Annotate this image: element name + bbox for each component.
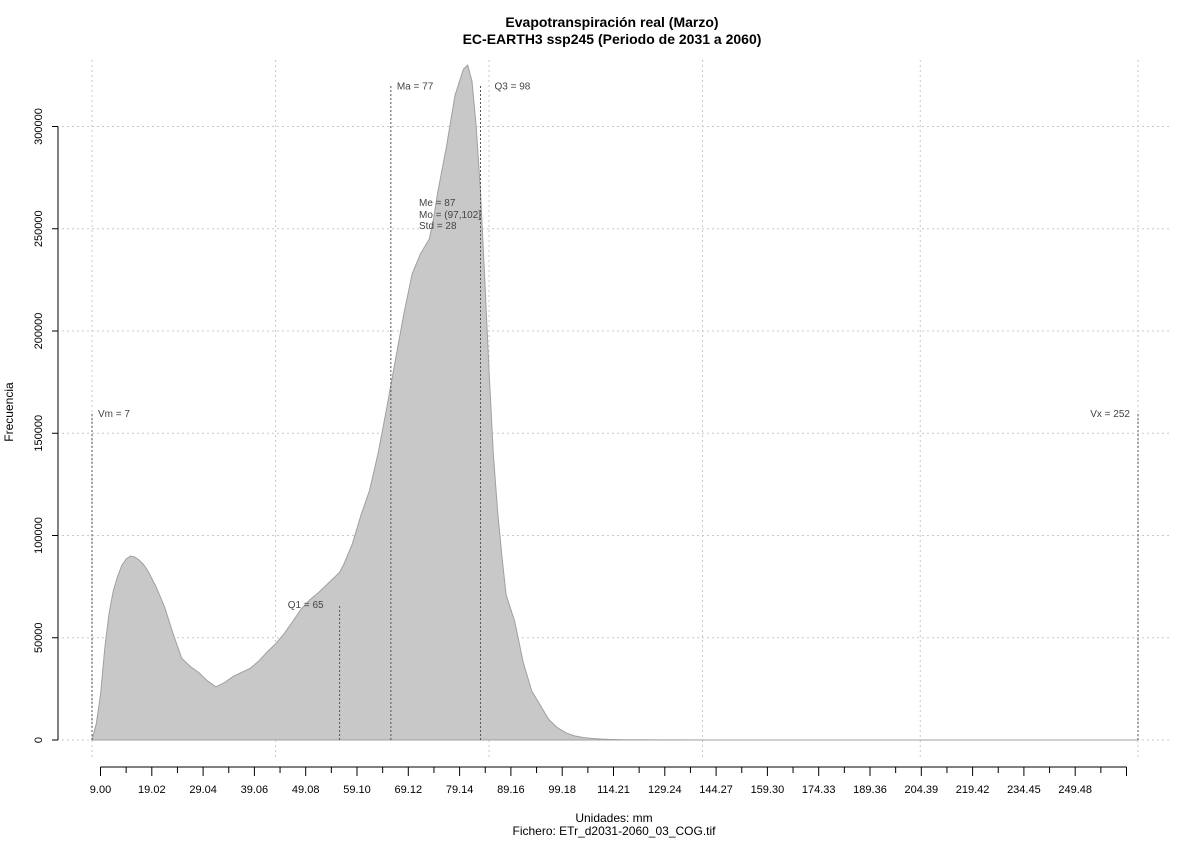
q1-marker-label: Q1 = 65 [288,600,324,611]
x-tick-label: 234.45 [1007,784,1041,796]
q3-marker-label: Q3 = 98 [495,82,531,93]
x-tick-label: 114.21 [597,784,630,796]
x-tick-label: 79.14 [446,784,474,796]
x-tick-label: 219.42 [956,784,990,796]
y-tick-label: 200000 [33,313,45,350]
y-tick-label: 250000 [33,210,45,247]
y-tick-label: 50000 [33,622,45,653]
chart-title: Evapotranspiración real (Marzo) [505,14,718,30]
x-tick-label: 69.12 [395,784,423,796]
x-tick-label: 49.08 [292,784,320,796]
stat-mo: Mo = (97,102] [419,210,481,221]
area-layer [91,64,1138,741]
ma-marker-label: Ma = 77 [397,82,434,93]
axis-layer: 0 50000 100000 150000 200000 250000 300000 9.00… [33,108,1127,796]
grid [62,60,1169,758]
y-tick-label: 150000 [33,415,45,452]
x-tick-label: 144.27 [699,784,733,796]
y-tick-label: 300000 [33,108,45,145]
x-tick-label: 89.16 [497,784,525,796]
x-tick-label: 29.04 [189,784,217,796]
x-tick-label: 19.02 [138,784,166,796]
footer-filename: Fichero: ETr_d2031-2060_03_COG.tif [513,824,717,838]
x-tick-label: 159.30 [751,784,785,796]
x-tick-label: 39.06 [241,784,269,796]
x-tick-label: 204.39 [904,784,938,796]
stat-std: Std = 28 [419,221,457,232]
vm-marker-label: Vm = 7 [98,409,130,420]
vx-marker-label: Vx = 252 [1090,409,1130,420]
x-tick-label: 189.36 [853,784,887,796]
x-tick-label: 129.24 [648,784,682,796]
y-tick-label: 100000 [33,517,45,554]
y-tick-label: 0 [33,737,45,743]
marker-layer: Vm = 7 Vx = 252 Ma = 77 Q3 = 98 Q1 = 65 [91,82,1139,740]
x-tick-label: 59.10 [343,784,371,796]
x-tick-label: 99.18 [548,784,576,796]
x-tick-label: 9.00 [90,784,111,796]
chart-subtitle: EC-EARTH3 ssp245 (Periodo de 2031 a 2060… [463,31,762,47]
x-tick-label: 174.33 [802,784,836,796]
x-axis-label: Unidades: mm [575,811,652,825]
y-axis-label: Frecuencia [2,382,16,442]
stat-me: Me = 87 [419,198,456,209]
x-tick-label: 249.48 [1058,784,1092,796]
density-area [91,64,1138,741]
